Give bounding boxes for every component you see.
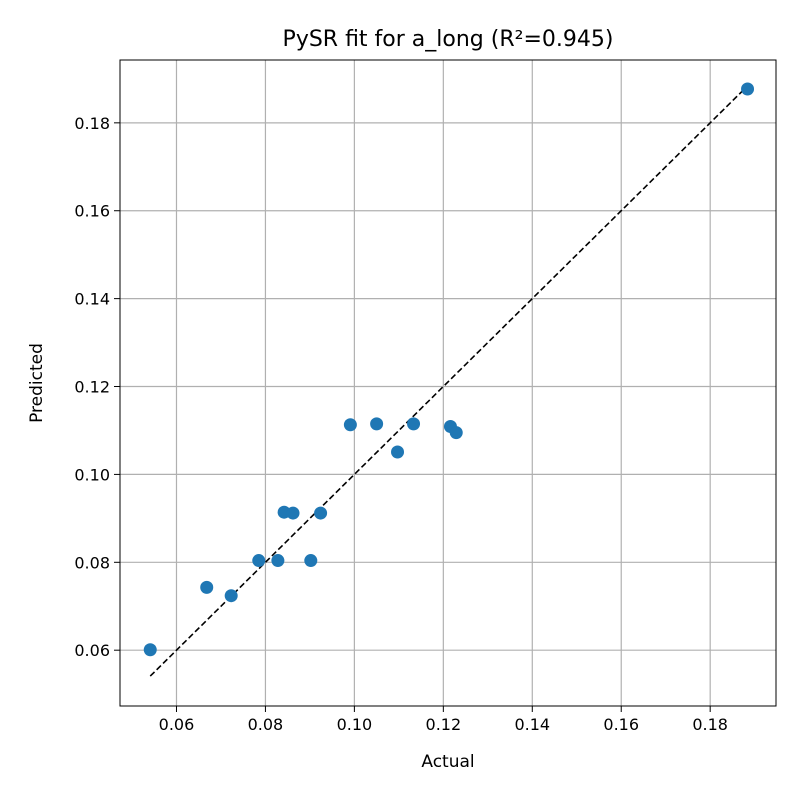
- data-point: [143, 643, 157, 657]
- y-axis-ticks: 0.06 0.08 0.10 0.12 0.14 0.16 0.18: [74, 114, 120, 660]
- x-tick-label: 0.18: [692, 715, 728, 734]
- data-point: [449, 426, 463, 440]
- data-point: [343, 418, 357, 432]
- y-tick-label: 0.10: [74, 465, 110, 484]
- data-point: [304, 554, 318, 568]
- x-axis-label: Actual: [421, 752, 474, 772]
- data-point: [391, 445, 405, 459]
- data-point: [314, 506, 328, 520]
- x-axis-ticks: 0.06 0.08 0.10 0.12 0.14 0.16 0.18: [159, 706, 728, 734]
- y-axis-label: Predicted: [27, 343, 47, 423]
- data-point: [741, 82, 755, 96]
- y-tick-label: 0.06: [74, 641, 110, 660]
- y-tick-label: 0.14: [74, 290, 110, 309]
- data-point: [271, 554, 285, 568]
- data-point: [407, 417, 421, 431]
- x-tick-label: 0.14: [514, 715, 550, 734]
- x-tick-label: 0.10: [337, 715, 373, 734]
- data-points: [143, 82, 755, 657]
- reference-line: [149, 85, 749, 677]
- reference-line-group: [149, 85, 749, 677]
- chart-title: PySR fit for a_long (R²=0.945): [283, 27, 614, 52]
- data-point: [286, 506, 300, 520]
- x-tick-label: 0.08: [248, 715, 284, 734]
- y-tick-label: 0.16: [74, 202, 110, 221]
- grid: [120, 60, 776, 706]
- data-point: [252, 554, 266, 568]
- x-tick-label: 0.12: [426, 715, 462, 734]
- data-point: [200, 580, 214, 594]
- data-point: [370, 417, 384, 431]
- data-point: [224, 589, 238, 603]
- x-tick-label: 0.16: [603, 715, 639, 734]
- y-tick-label: 0.18: [74, 114, 110, 133]
- y-tick-label: 0.12: [74, 378, 110, 397]
- y-tick-label: 0.08: [74, 553, 110, 572]
- plot-frame: [119, 59, 777, 707]
- x-tick-label: 0.06: [159, 715, 195, 734]
